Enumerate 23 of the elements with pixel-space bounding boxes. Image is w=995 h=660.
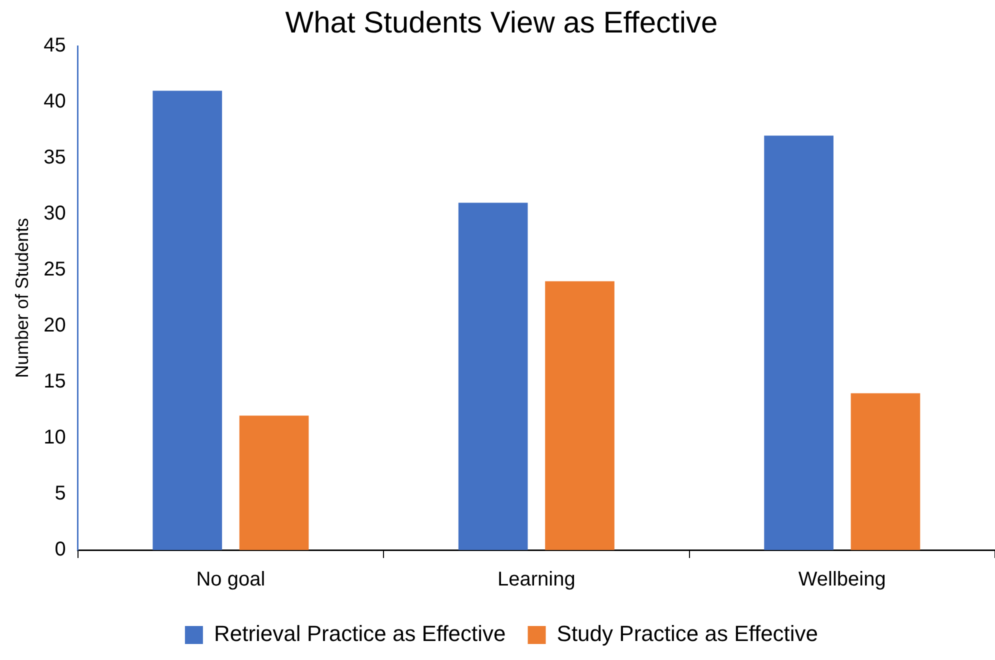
y-tick-label: 0	[54, 538, 66, 561]
chart-title: What Students View as Effective	[285, 6, 718, 40]
y-tick-label: 10	[44, 426, 66, 449]
bar	[764, 136, 834, 550]
y-tick-label: 45	[44, 34, 66, 57]
y-tick-label: 35	[44, 146, 66, 169]
y-tick-label: 5	[54, 482, 66, 505]
y-tick-label: 40	[44, 90, 66, 113]
x-tick-label: Learning	[498, 568, 576, 591]
bar	[458, 202, 528, 550]
bar	[545, 281, 614, 550]
bar	[850, 393, 920, 550]
bar	[239, 416, 309, 550]
y-tick-label: 30	[44, 202, 66, 225]
x-tick-label: Wellbeing	[798, 568, 886, 591]
legend-label: Retrieval Practice as Effective	[214, 621, 506, 646]
bar	[152, 90, 222, 550]
y-tick-label: 15	[44, 370, 66, 393]
legend-label: Study Practice as Effective	[556, 621, 818, 646]
y-tick-label: 20	[44, 314, 66, 337]
y-axis-title: Number of Students	[12, 218, 32, 378]
y-tick-label: 25	[44, 258, 66, 281]
x-tick-label: No goal	[196, 568, 266, 591]
